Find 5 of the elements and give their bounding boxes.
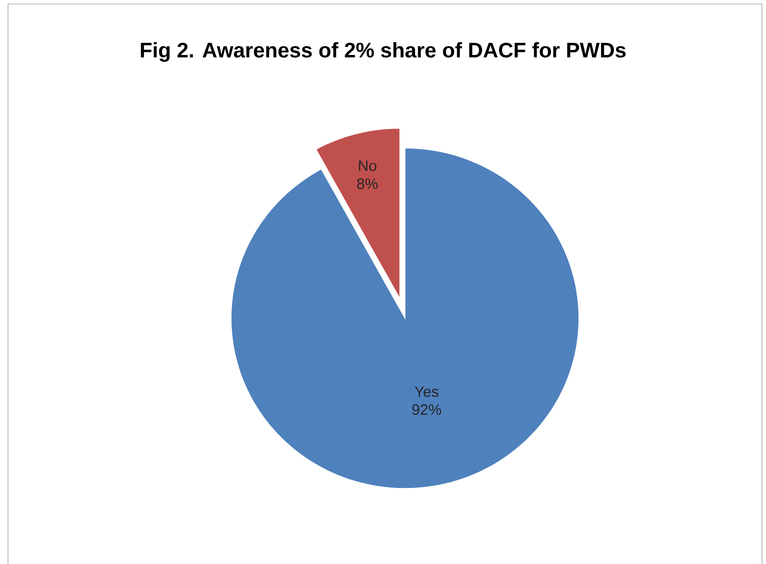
slice-label: Yes: [414, 386, 438, 397]
data-label: 92%: [412, 404, 442, 415]
slice-label: No: [359, 160, 376, 172]
data-label: 8%: [357, 178, 378, 190]
chart-title: Fig 2. Awareness of 2% share of DACF for PWDs: [140, 42, 626, 62]
